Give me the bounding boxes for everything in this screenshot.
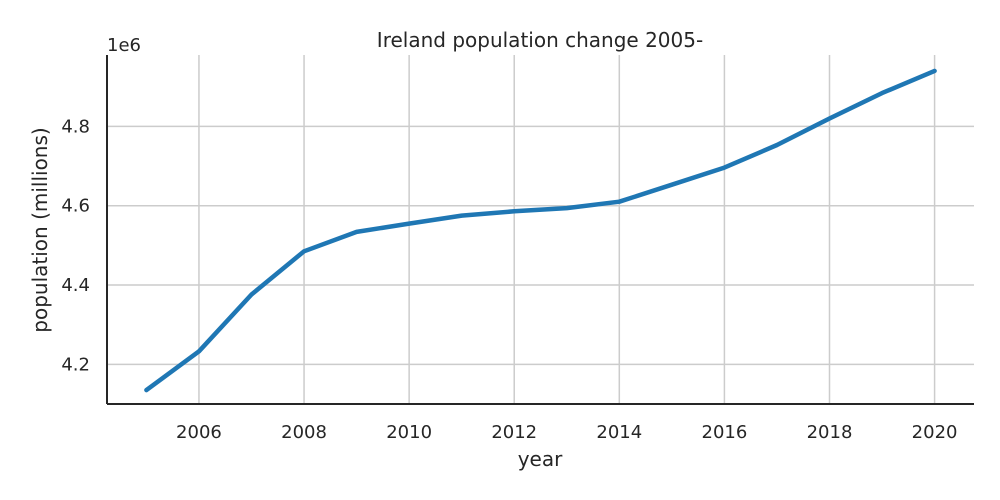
y-tick-label: 4.2	[61, 354, 90, 375]
y-ticks: 4.2 4.4 4.6 4.8	[61, 116, 90, 375]
x-tick-label: 2016	[702, 422, 748, 443]
x-tick-label: 2010	[386, 422, 432, 443]
series-line	[144, 68, 937, 393]
y-tick-label: 4.8	[61, 116, 90, 137]
x-tick-label: 2006	[176, 422, 222, 443]
y-offset-label: 1e6	[107, 35, 141, 56]
x-ticks: 2006 2008 2010 2012 2014 2016 2018 2020	[176, 422, 957, 443]
y-tick-label: 4.4	[61, 275, 90, 296]
y-axis-title: population (millions)	[28, 127, 52, 332]
grid	[107, 55, 974, 404]
y-tick-label: 4.6	[61, 196, 90, 217]
x-tick-label: 2014	[596, 422, 642, 443]
x-tick-label: 2012	[491, 422, 537, 443]
x-tick-label: 2008	[281, 422, 327, 443]
x-tick-label: 2020	[912, 422, 958, 443]
x-tick-label: 2018	[807, 422, 853, 443]
chart-title: Ireland population change 2005-	[377, 28, 703, 52]
x-axis-title: year	[518, 447, 563, 471]
